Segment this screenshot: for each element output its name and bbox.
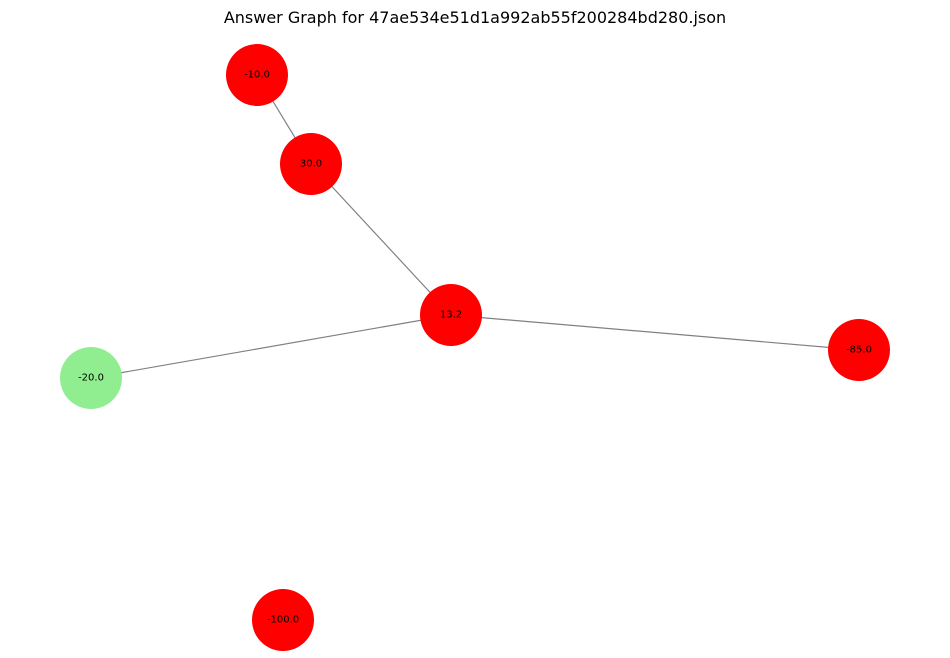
graph-edge-n2-n3	[310, 163, 452, 316]
node-circle	[280, 133, 342, 195]
graph-node-n1[interactable]: -10.0	[226, 44, 288, 106]
graph-node-n2[interactable]: 30.0	[280, 133, 342, 195]
graph-node-n6[interactable]: -100.0	[252, 589, 314, 651]
figure-title: Answer Graph for 47ae534e51d1a992ab55f20…	[223, 8, 727, 27]
node-label: -85.0	[846, 345, 872, 356]
node-circle	[226, 44, 288, 106]
answer-node-circle	[60, 347, 122, 409]
node-label: 13.2	[440, 310, 462, 321]
graph-node-n3[interactable]: 13.2	[420, 284, 482, 346]
node-circle	[252, 589, 314, 651]
node-label: -10.0	[244, 70, 270, 81]
graph-edge-n3-n4	[450, 314, 860, 351]
node-circle	[420, 284, 482, 346]
node-circle	[828, 319, 890, 381]
graph-node-n4[interactable]: -85.0	[828, 319, 890, 381]
node-label: -20.0	[78, 373, 104, 384]
node-label: 30.0	[300, 159, 322, 170]
graph-node-n5[interactable]: -20.0	[60, 347, 122, 409]
node-label: -100.0	[267, 615, 299, 626]
graph-edge-n3-n5	[90, 314, 452, 379]
node-layer: -10.0 30.0 13.2 -85.0 -20.0 -100.0	[60, 44, 890, 651]
